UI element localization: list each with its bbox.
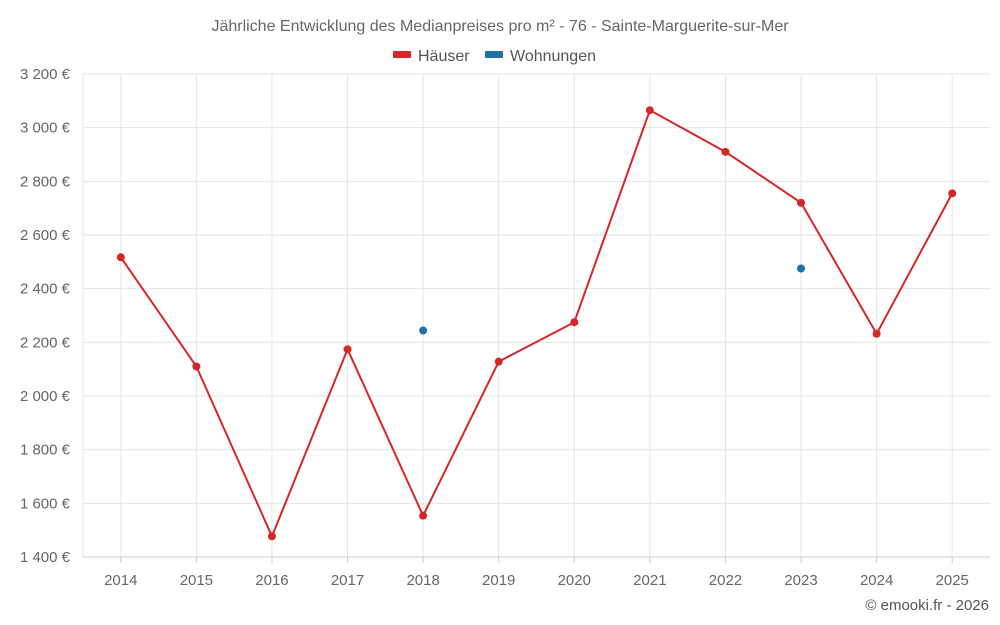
y-tick-label: 2 200 € — [20, 334, 71, 351]
data-point-haeuser[interactable] — [721, 147, 730, 156]
x-tick-label: 2016 — [255, 572, 288, 589]
series-wohnungen — [419, 264, 806, 335]
data-point-wohnungen[interactable] — [419, 326, 428, 335]
data-point-wohnungen[interactable] — [797, 264, 806, 273]
data-point-haeuser[interactable] — [494, 357, 503, 366]
legend-swatch-haeuser — [393, 51, 411, 58]
data-point-haeuser[interactable] — [267, 532, 276, 541]
data-point-haeuser[interactable] — [570, 318, 579, 327]
credit-text: © emooki.fr - 2026 — [865, 597, 989, 614]
x-tick-label: 2024 — [860, 572, 893, 589]
y-tick-label: 1 600 € — [20, 495, 71, 512]
data-point-haeuser[interactable] — [645, 106, 654, 115]
grid — [82, 73, 990, 557]
y-tick-label: 1 400 € — [20, 549, 71, 566]
y-tick-label: 2 000 € — [20, 388, 71, 405]
y-tick-label: 1 800 € — [20, 442, 71, 459]
data-point-haeuser[interactable] — [192, 362, 201, 371]
legend: Häuser Wohnungen — [393, 48, 596, 65]
x-tick-label: 2023 — [784, 572, 817, 589]
x-tick-label: 2021 — [633, 572, 666, 589]
x-tick-label: 2018 — [406, 572, 439, 589]
x-tick-label: 2020 — [558, 572, 591, 589]
x-tick-label: 2025 — [936, 572, 969, 589]
data-point-haeuser[interactable] — [343, 345, 352, 354]
series-haeuser — [116, 106, 957, 541]
legend-label-wohnungen: Wohnungen — [510, 48, 596, 65]
x-tick-label: 2014 — [104, 572, 137, 589]
x-tick-label: 2022 — [709, 572, 742, 589]
x-tick-label: 2019 — [482, 572, 515, 589]
data-point-haeuser[interactable] — [948, 189, 957, 198]
legend-item-wohnungen[interactable]: Wohnungen — [485, 48, 596, 65]
y-tick-label: 2 600 € — [20, 227, 71, 244]
y-tick-label: 2 800 € — [20, 173, 71, 190]
legend-label-haeuser: Häuser — [418, 48, 470, 65]
axes: 1 400 € 1 600 € 1 800 € 2 000 € 2 200 € 2 400… — [20, 66, 990, 589]
y-tick-label: 3 200 € — [20, 66, 71, 83]
chart-title: Jährliche Entwicklung des Medianpreises … — [211, 18, 789, 35]
data-point-haeuser[interactable] — [116, 253, 125, 262]
y-tick-label: 3 000 € — [20, 120, 71, 137]
x-tick-label: 2015 — [180, 572, 213, 589]
series — [116, 106, 957, 541]
series-line-haeuser — [119, 109, 954, 538]
data-point-haeuser[interactable] — [872, 329, 881, 338]
y-tick-label: 2 400 € — [20, 281, 71, 298]
data-point-haeuser[interactable] — [797, 198, 806, 207]
x-tick-label: 2017 — [331, 572, 364, 589]
legend-item-haeuser[interactable]: Häuser — [393, 48, 470, 65]
data-point-haeuser[interactable] — [419, 511, 428, 520]
legend-swatch-wohnungen — [485, 51, 503, 58]
